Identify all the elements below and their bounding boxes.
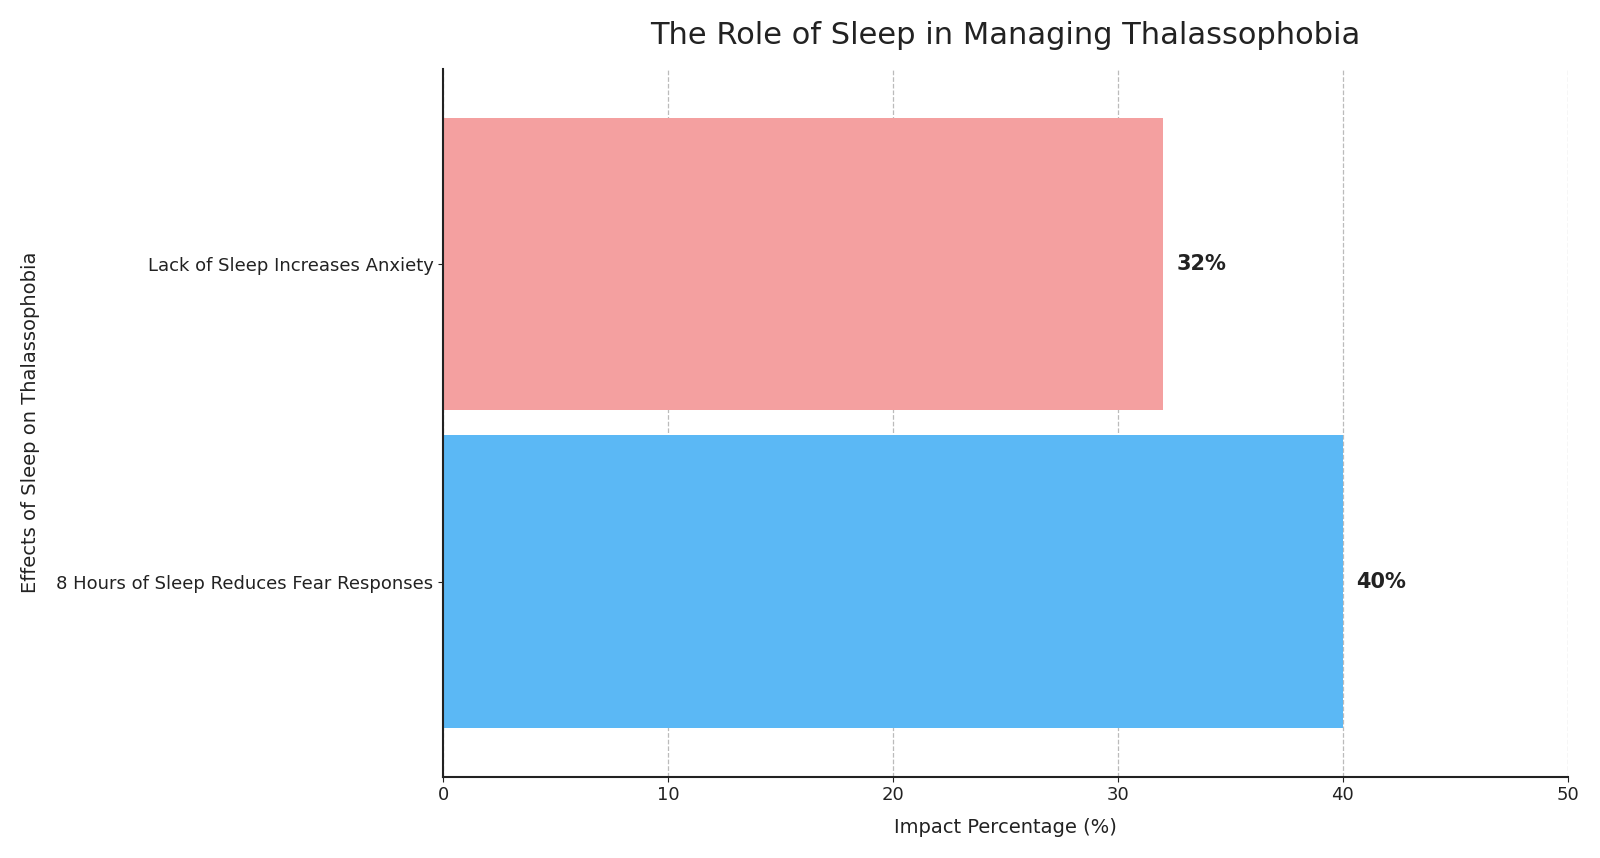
Bar bbox=[443, 118, 1163, 410]
Y-axis label: Effects of Sleep on Thalassophobia: Effects of Sleep on Thalassophobia bbox=[21, 252, 40, 594]
Title: The Role of Sleep in Managing Thalassophobia: The Role of Sleep in Managing Thalassoph… bbox=[651, 21, 1360, 50]
Text: 40%: 40% bbox=[1357, 571, 1406, 591]
Bar bbox=[443, 435, 1342, 728]
X-axis label: Impact Percentage (%): Impact Percentage (%) bbox=[894, 819, 1117, 837]
Text: 32%: 32% bbox=[1176, 254, 1226, 274]
